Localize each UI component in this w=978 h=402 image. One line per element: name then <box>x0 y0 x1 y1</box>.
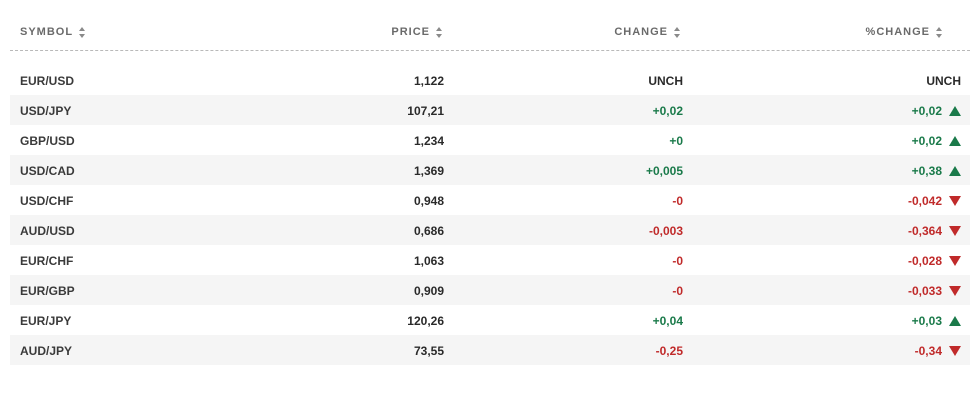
arrow-down-icon <box>949 346 961 356</box>
arrow-down-icon <box>949 256 961 266</box>
table-row[interactable]: EUR/JPY 120,26 +0,04 +0,03 <box>10 305 970 335</box>
price-value: 1,122 <box>413 74 444 88</box>
symbol-link[interactable]: GBP/USD <box>20 134 75 148</box>
table-row[interactable]: EUR/GBP 0,909 -0 -0,033 <box>10 275 970 305</box>
table-row[interactable]: AUD/USD 0,686 -0,003 -0,364 <box>10 215 970 245</box>
price-value: 107,21 <box>407 104 444 118</box>
symbol-link[interactable]: EUR/CHF <box>20 254 74 268</box>
change-value: +0,005 <box>645 164 683 178</box>
price-value: 0,948 <box>413 194 444 208</box>
sort-by-price-button[interactable]: PRICE <box>391 26 442 38</box>
pct-change-cell: -0,042 <box>908 194 961 208</box>
pct-change-cell: UNCH <box>926 74 961 88</box>
change-value: -0 <box>672 194 683 208</box>
sort-icon <box>674 26 680 38</box>
sort-icon <box>936 26 942 38</box>
pct-change-cell: +0,38 <box>912 164 961 178</box>
pct-change-value: -0,042 <box>907 194 942 208</box>
sort-icon <box>79 26 86 38</box>
symbol-link[interactable]: USD/CAD <box>20 164 75 178</box>
change-value: -0,003 <box>648 224 683 238</box>
arrow-up-icon <box>949 106 961 116</box>
change-value: +0 <box>669 134 683 148</box>
pct-change-cell: -0,34 <box>915 344 961 358</box>
arrow-down-icon <box>949 226 961 236</box>
symbol-link[interactable]: EUR/GBP <box>20 284 75 298</box>
pct-change-cell: -0,028 <box>908 254 961 268</box>
pct-change-value: -0,34 <box>914 344 942 358</box>
pct-change-header-label: %CHANGE <box>865 26 930 38</box>
price-value: 0,909 <box>413 284 444 298</box>
sort-by-change-button[interactable]: CHANGE <box>614 26 680 38</box>
pct-change-cell: -0,033 <box>908 284 961 298</box>
symbol-link[interactable]: AUD/JPY <box>20 344 73 358</box>
price-value: 1,234 <box>413 134 444 148</box>
price-value: 0,686 <box>413 224 444 238</box>
pct-change-value: UNCH <box>926 74 961 88</box>
table-header: SYMBOL PRICE CHANGE %CHANGE <box>10 0 970 51</box>
change-value: +0,04 <box>652 314 683 328</box>
pct-change-value: +0,02 <box>911 134 942 148</box>
price-value: 120,26 <box>407 314 444 328</box>
change-value: -0 <box>672 284 683 298</box>
table-row[interactable]: GBP/USD 1,234 +0 +0,02 <box>10 125 970 155</box>
sort-icon <box>436 26 442 38</box>
sort-by-symbol-button[interactable]: SYMBOL <box>20 26 86 38</box>
pct-change-value: +0,03 <box>911 314 942 328</box>
price-value: 73,55 <box>413 344 444 358</box>
pct-change-cell: +0,02 <box>912 104 961 118</box>
currency-table: SYMBOL PRICE CHANGE %CHANGE EUR/USD 1,122… <box>10 0 970 365</box>
table-body: EUR/USD 1,122 UNCH UNCH USD/JPY 107,21 +0,02 +0… <box>10 65 970 365</box>
symbol-link[interactable]: USD/JPY <box>20 104 72 118</box>
price-value: 1,369 <box>413 164 444 178</box>
table-row[interactable]: AUD/JPY 73,55 -0,25 -0,34 <box>10 335 970 365</box>
price-value: 1,063 <box>413 254 444 268</box>
arrow-up-icon <box>949 316 961 326</box>
change-header-label: CHANGE <box>614 26 668 38</box>
symbol-link[interactable]: EUR/USD <box>20 74 75 88</box>
table-row[interactable]: EUR/USD 1,122 UNCH UNCH <box>10 65 970 95</box>
pct-change-cell: +0,03 <box>912 314 961 328</box>
pct-change-value: -0,028 <box>907 254 942 268</box>
arrow-up-icon <box>949 136 961 146</box>
change-value: -0 <box>672 254 683 268</box>
symbol-link[interactable]: AUD/USD <box>20 224 75 238</box>
arrow-down-icon <box>949 286 961 296</box>
price-header-label: PRICE <box>391 26 430 38</box>
pct-change-value: +0,38 <box>911 164 942 178</box>
table-row[interactable]: USD/JPY 107,21 +0,02 +0,02 <box>10 95 970 125</box>
arrow-down-icon <box>949 196 961 206</box>
change-value: UNCH <box>648 74 683 88</box>
pct-change-value: -0,033 <box>907 284 942 298</box>
pct-change-cell: +0,02 <box>912 134 961 148</box>
change-value: -0,25 <box>655 344 683 358</box>
pct-change-cell: -0,364 <box>908 224 961 238</box>
table-row[interactable]: USD/CAD 1,369 +0,005 +0,38 <box>10 155 970 185</box>
change-value: +0,02 <box>652 104 683 118</box>
sort-by-pct-change-button[interactable]: %CHANGE <box>866 26 942 38</box>
table-row[interactable]: EUR/CHF 1,063 -0 -0,028 <box>10 245 970 275</box>
arrow-up-icon <box>949 166 961 176</box>
symbol-link[interactable]: USD/CHF <box>20 194 74 208</box>
pct-change-value: -0,364 <box>907 224 942 238</box>
pct-change-value: +0,02 <box>911 104 942 118</box>
table-row[interactable]: USD/CHF 0,948 -0 -0,042 <box>10 185 970 215</box>
symbol-link[interactable]: EUR/JPY <box>20 314 72 328</box>
symbol-header-label: SYMBOL <box>20 26 74 38</box>
